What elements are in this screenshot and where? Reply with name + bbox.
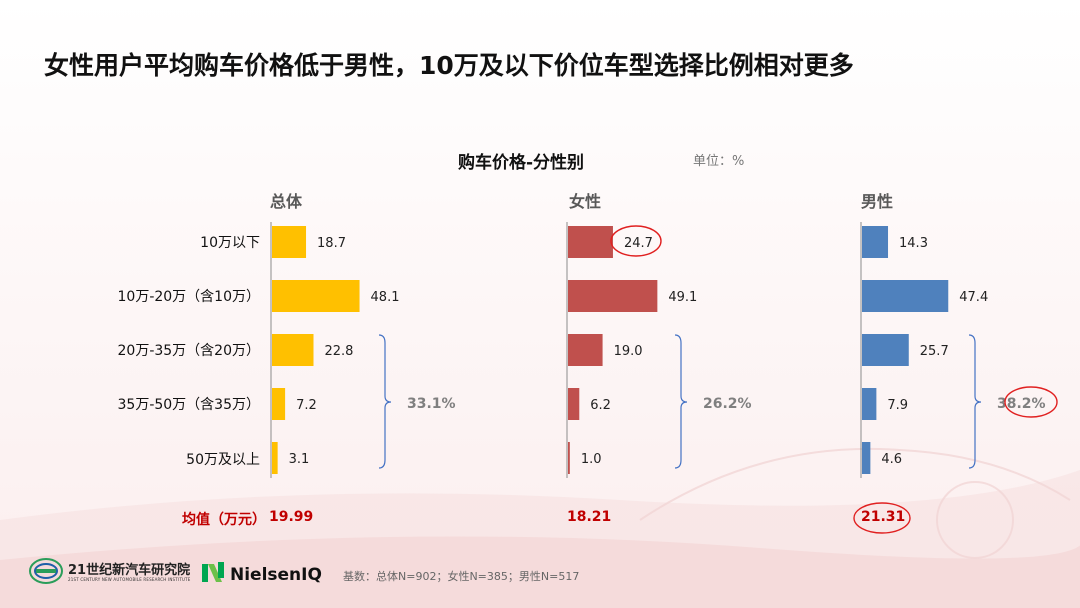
bar (862, 280, 949, 312)
bar-value-label: 19.0 (614, 344, 643, 359)
logo-21st-century: 21世纪新汽车研究院 21ST CENTURY NEW AUTOMOBILE R… (28, 556, 198, 590)
bar-value-label: 49.1 (668, 290, 697, 305)
logo-21st-century-sub: 21ST CENTURY NEW AUTOMOBILE RESEARCH INS… (68, 577, 191, 582)
sample-base-note: 基数：总体N=902；女性N=385；男性N=517 (343, 570, 580, 583)
bracket-total-label: 33.1% (407, 396, 456, 412)
logo-nielseniq: NielsenIQ (200, 558, 330, 588)
panel-title-male: 男性 (861, 192, 894, 211)
highlight-circle (610, 225, 662, 257)
bar-value-label: 14.3 (899, 236, 928, 251)
bar (272, 226, 307, 258)
bar-value-label: 6.2 (590, 398, 611, 413)
bar-value-label: 4.6 (881, 452, 902, 467)
category-label: 50万及以上 (186, 452, 260, 468)
bar-value-label: 3.1 (289, 452, 310, 467)
bar-value-label: 24.7 (624, 236, 653, 251)
bar (272, 334, 314, 366)
bar (862, 226, 889, 258)
nielseniq-wordmark: NielsenIQ (230, 565, 322, 585)
nielseniq-mark-icon (202, 562, 224, 582)
bar-value-label: 22.8 (324, 344, 353, 359)
highlight-circle (1004, 386, 1058, 418)
bar-value-label: 1.0 (581, 452, 602, 467)
range-bracket (378, 334, 392, 469)
bar (568, 280, 658, 312)
bar (862, 334, 909, 366)
bar-value-label: 7.9 (887, 398, 908, 413)
bar-value-label: 7.2 (296, 398, 317, 413)
average-male: 21.31 (861, 509, 906, 525)
bar-value-label: 47.4 (959, 290, 988, 305)
logo-21st-century-icon (29, 558, 63, 584)
range-bracket (968, 334, 982, 469)
chart-title: 购车价格-分性别 (458, 153, 585, 173)
average-label: 均值（万元） (182, 512, 266, 528)
highlight-circle (853, 502, 911, 534)
logo-21st-century-name: 21世纪新汽车研究院 (68, 563, 191, 578)
panel-title-female: 女性 (569, 192, 602, 211)
average-female: 18.21 (567, 509, 612, 525)
bar-value-label: 18.7 (317, 236, 346, 251)
category-label: 20万-35万（含20万） (117, 343, 261, 359)
bar (862, 442, 871, 474)
bar (568, 388, 580, 420)
bar (862, 388, 877, 420)
bar-value-label: 25.7 (920, 344, 949, 359)
bar (272, 388, 286, 420)
bar (272, 280, 360, 312)
bar-value-label: 48.1 (371, 290, 400, 305)
panel-title-total: 总体 (270, 192, 303, 211)
bar (568, 442, 570, 474)
range-bracket (674, 334, 688, 469)
category-label: 10万-20万（含10万） (117, 289, 261, 305)
category-label: 35万-50万（含35万） (117, 397, 261, 413)
average-total: 19.99 (269, 509, 314, 525)
page-title: 女性用户平均购车价格低于男性，10万及以下价位车型选择比例相对更多 (44, 51, 854, 80)
unit-label: 单位：% (693, 154, 745, 169)
bar (568, 334, 603, 366)
category-label: 10万以下 (200, 235, 260, 251)
bar (272, 442, 278, 474)
bracket-total-label: 38.2% (997, 396, 1046, 412)
bracket-total-label: 26.2% (703, 396, 752, 412)
bar (568, 226, 613, 258)
